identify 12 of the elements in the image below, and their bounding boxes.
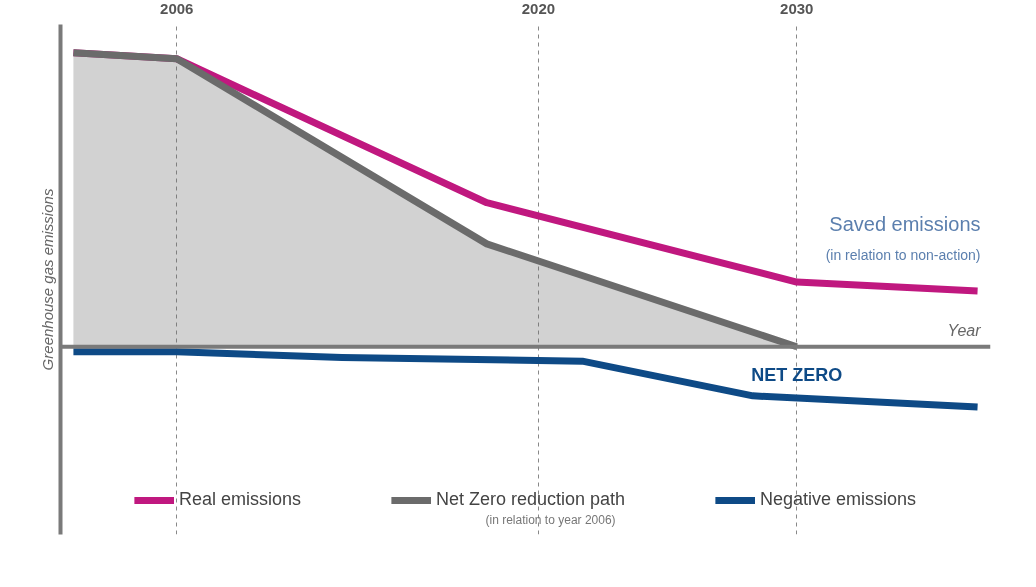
annotation: Saved emissions bbox=[829, 212, 981, 235]
text: (in relation to year 2006) bbox=[485, 512, 616, 527]
legend-label: Net Zero reduction path bbox=[435, 489, 626, 510]
y-axis-title: Greenhouse gas emissions bbox=[38, 188, 56, 371]
annotation: (in relation to non-action) bbox=[825, 246, 981, 263]
legend-label: Negative emissions bbox=[760, 489, 917, 510]
x-axis-title: Year bbox=[947, 321, 982, 339]
legend-label: Real emissions bbox=[178, 489, 301, 510]
x-tick-label: 2006 bbox=[160, 0, 194, 17]
x-tick-label: 2030 bbox=[780, 0, 814, 17]
x-tick-label: 2020 bbox=[521, 0, 556, 17]
annotation: NET ZERO bbox=[751, 364, 843, 385]
